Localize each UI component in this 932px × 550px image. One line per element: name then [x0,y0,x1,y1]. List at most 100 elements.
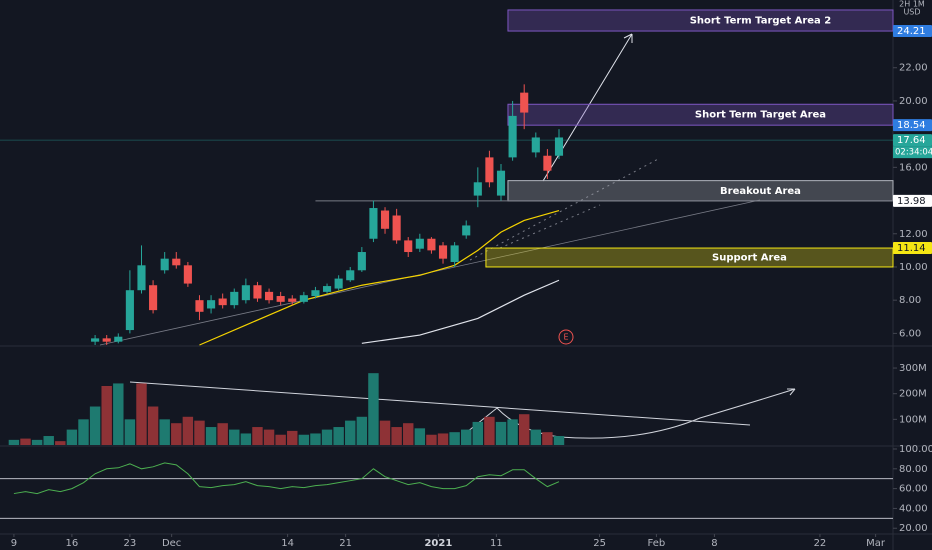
volume-tick-label: 300M [899,363,927,374]
volume-bar [31,439,43,445]
arrow-head [787,388,796,396]
zone-label: Short Term Target Area [695,110,826,121]
candle-body [357,252,366,271]
volume-bar [217,423,228,445]
volume-bar [298,434,310,445]
rsi-tick-label: 80.00 [899,464,928,475]
candle-body [241,285,250,301]
candle-body [427,238,436,251]
rsi-tick-label: 40.00 [899,503,928,514]
earnings-circle [558,329,574,345]
volume-bar [379,420,391,445]
volume-bar [66,429,78,445]
volume-bar [321,429,333,445]
candle-body [299,295,308,302]
volume-bar [43,436,54,445]
price-label-box [893,134,932,147]
earnings-marker: E [563,333,568,342]
volume-bar [345,420,356,445]
candle-body [404,240,413,253]
candle-body [531,137,540,153]
zone [507,180,894,202]
x-tick-label: 2021 [424,538,452,549]
volume-bar [414,428,426,445]
x-tick-label: 14 [281,538,294,549]
volume-bar [240,433,252,445]
volume-bar [229,429,240,445]
currency: USD [903,8,920,17]
y-tick-label: 16.00 [899,162,928,173]
x-tick-label: 23 [124,538,137,549]
candle-body [508,115,517,158]
candle-body [265,291,274,301]
candle-body [496,170,506,196]
candle-body [276,296,285,302]
volume-bar [171,423,182,445]
volume-bar [449,432,460,445]
price-label: 11.14 [897,243,926,254]
candle-body [218,298,227,306]
volume-bar [368,373,379,445]
candle-body [288,298,297,302]
candle-body [322,286,332,292]
rsi-tick-label: 60.00 [899,484,928,495]
volume-bar [437,433,449,445]
volume-bar [356,416,368,445]
countdown-box [893,146,932,159]
volume-bar [147,406,159,445]
x-tick-label: Feb [648,538,666,549]
candle-body [160,258,169,271]
volume-bar [159,419,170,445]
arrow-line [542,33,633,182]
volume-bar [518,414,530,445]
candle-body [253,285,262,299]
zone-label: Breakout Area [720,186,801,197]
x-tick-label: Mar [866,538,886,549]
x-tick-label: 8 [711,538,717,549]
rsi-tick-label: 100.00 [899,444,932,455]
zone [507,9,894,32]
y-tick-label: 8.00 [899,295,921,306]
candle-body [102,338,111,342]
volume-bar [101,385,112,445]
zone [507,103,894,126]
candle-body [334,278,343,289]
volume-bar [287,430,298,445]
candle-body [91,338,100,342]
x-tick-label: 25 [593,538,606,549]
volume-bar [460,429,472,445]
y-tick-label: 20.00 [899,96,928,107]
candle-body [137,265,146,291]
y-tick-label: 10.00 [899,262,928,273]
price-label-box [893,194,932,207]
price-label: 17.64 [897,135,926,146]
volume-bar [553,436,565,445]
price-label: 13.98 [897,196,926,207]
candle-body [149,285,158,311]
volume-tick-label: 200M [899,389,927,400]
volume-bar [182,416,194,445]
x-tick-label: Dec [162,538,181,549]
candle-body [450,245,459,262]
volume-bar [8,439,20,445]
interval-note: 2H 1M [899,0,925,9]
rsi-tick-label: 20.00 [899,523,928,534]
x-tick-label: 11 [490,538,503,549]
candle-body [311,290,320,297]
volume-bar [426,434,437,445]
volume-bar [55,441,66,445]
volume-bar [507,419,518,445]
volume-bar [310,433,321,445]
candle-body [543,155,552,171]
volume-trend-line [129,381,751,426]
volume-bar [542,432,553,445]
candle-body [438,245,448,259]
volume-tick-label: 100M [899,414,927,425]
candle-body [380,210,390,229]
volume-bar [333,427,344,445]
price-label: 18.54 [897,120,926,131]
volume-bar [403,423,414,445]
volume-bar [252,427,263,445]
rsi-line [13,462,560,495]
